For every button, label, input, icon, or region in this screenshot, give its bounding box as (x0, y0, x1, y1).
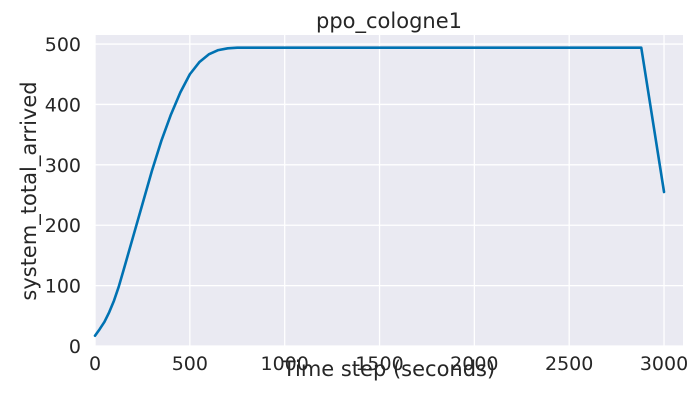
series-line-0 (93, 46, 666, 338)
y-tick-label: 0 (69, 336, 81, 358)
plot-background (95, 35, 683, 346)
x-axis-label: Time step (seconds) (282, 357, 495, 381)
y-axis-label: system_total_arrived (17, 81, 42, 300)
y-tick-label: 100 (45, 276, 81, 298)
y-tick-label: 200 (45, 215, 81, 237)
x-tick-label: 1000 (260, 353, 308, 375)
x-tick-label: 500 (172, 353, 208, 375)
series-group (93, 46, 666, 338)
tick-labels: 0 500 1000 1500 2000 2500 3000 0 100 200 300 400 500 (45, 34, 688, 375)
x-tick-label: 1500 (355, 353, 403, 375)
chart-title: ppo_cologne1 (316, 9, 462, 34)
grid-lines (94, 35, 683, 347)
y-tick-label: 300 (45, 155, 81, 177)
x-tick-label: 2500 (545, 353, 593, 375)
y-tick-label: 400 (45, 94, 81, 116)
y-tick-label: 500 (45, 34, 81, 56)
x-tick-label: 0 (89, 353, 101, 375)
x-tick-label: 3000 (640, 353, 688, 375)
x-tick-label: 2000 (450, 353, 498, 375)
